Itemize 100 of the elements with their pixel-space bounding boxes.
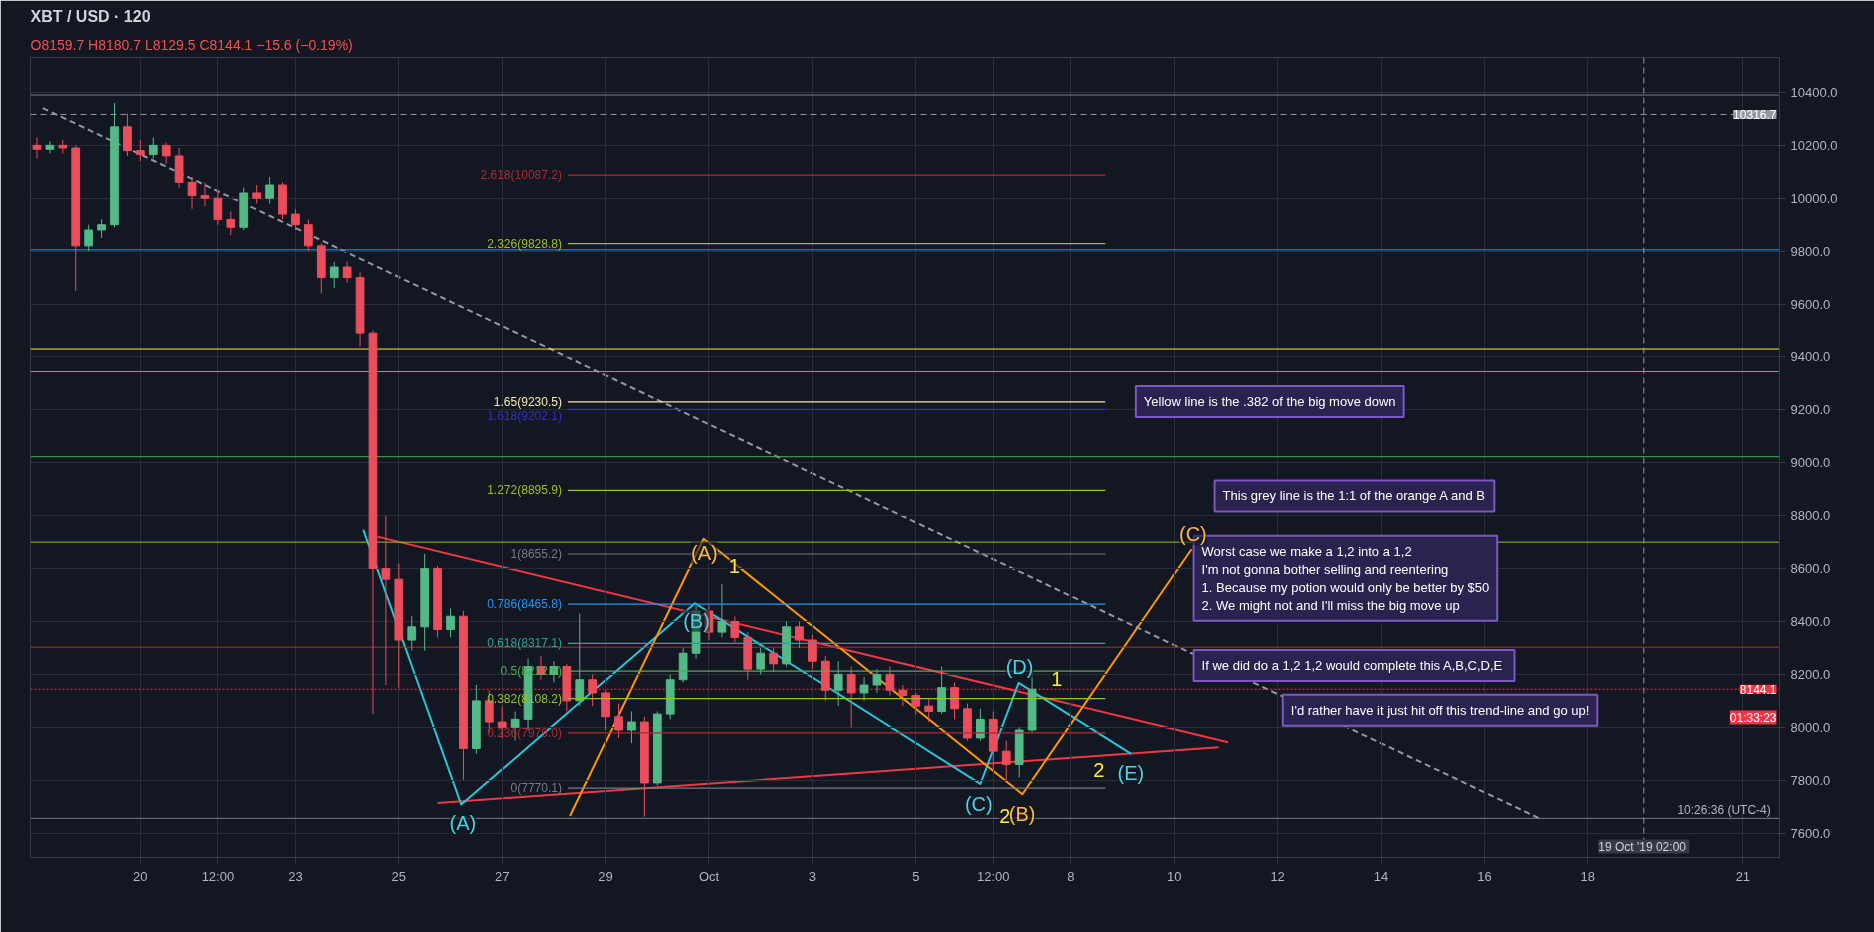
x-tick-label: 23 — [288, 868, 303, 884]
annotation: (C) — [964, 792, 993, 815]
candlestick — [769, 647, 778, 673]
candlestick — [808, 634, 817, 670]
annotation: 1 — [728, 554, 740, 577]
x-tick-label: Oct — [698, 868, 720, 884]
candlestick — [614, 703, 623, 739]
candlestick — [859, 676, 869, 702]
candlestick — [833, 660, 843, 707]
annotation: 01:33:23 — [1729, 710, 1777, 725]
candlestick — [756, 647, 766, 675]
candlestick — [730, 615, 740, 644]
candlestick — [226, 210, 236, 236]
y-tick-label: 9800.0 — [1790, 243, 1831, 259]
y-tick-label: 8400.0 — [1790, 614, 1831, 630]
chart-subtitle: O8159.7 H8180.7 L8129.5 C8144.1 −15.6 (−0.19%) — [30, 36, 353, 53]
candlestick — [588, 673, 598, 707]
candlestick — [252, 184, 262, 205]
series-label: 2.618(10087.2) — [480, 168, 562, 183]
candlestick — [924, 697, 934, 723]
candlestick — [148, 136, 158, 160]
x-tick-label: 18 — [1580, 868, 1596, 884]
x-tick-label: 27 — [494, 868, 510, 884]
annotation: 2 — [999, 804, 1011, 827]
y-tick-label: 9200.0 — [1790, 402, 1831, 418]
annotation: Yellow line is the .382 of the big move down — [1143, 394, 1396, 409]
x-tick-label: 21 — [1735, 868, 1751, 884]
ref-line-label: 19 Oct '19 02:00 — [1598, 839, 1687, 854]
chart-title: XBT / USD · 120 — [30, 7, 151, 25]
ref-line-label: 10316.7 — [1733, 107, 1777, 122]
y-tick-label: 10400.0 — [1790, 84, 1838, 100]
x-tick-label: 12:00 — [977, 868, 1010, 884]
candlestick — [627, 710, 636, 744]
series-label: 0.786(8465.8) — [487, 597, 562, 612]
y-tick-label: 10000.0 — [1790, 190, 1838, 206]
annotation: I'd rather have it just hit off this trend-line and go up! — [1290, 702, 1590, 718]
x-tick-label: 20 — [133, 868, 148, 884]
series-label: 1(8655.2) — [510, 547, 562, 562]
annotation: (A) — [449, 812, 477, 835]
x-tick-label: 16 — [1477, 868, 1492, 884]
ref-line-label: 8144.1 — [1739, 682, 1777, 697]
x-tick-label: 3 — [808, 868, 816, 884]
candlestick — [381, 515, 391, 686]
candlestick — [45, 140, 55, 154]
y-tick-label: 9400.0 — [1790, 349, 1831, 365]
series-label: 1.65(9230.5) — [493, 394, 562, 409]
candlestick — [976, 708, 985, 742]
x-tick-label: 29 — [598, 868, 613, 884]
annotation: 10:26:36 (UTC-4) — [1677, 802, 1771, 817]
x-tick-label: 14 — [1373, 868, 1389, 884]
annotation: This grey line is the 1:1 of the orange A and B — [1222, 488, 1485, 504]
candlestick — [32, 136, 42, 160]
candlestick — [84, 224, 94, 252]
candlestick — [200, 181, 210, 207]
series-label: 1.618(9202.1) — [487, 409, 562, 424]
candlestick — [872, 668, 882, 694]
x-tick-label: 8 — [1067, 868, 1075, 884]
candlestick — [601, 689, 610, 731]
candlestick — [575, 613, 585, 707]
candlestick — [846, 665, 856, 728]
y-tick-label: 9000.0 — [1790, 455, 1831, 471]
x-tick-label: 5 — [912, 868, 920, 884]
annotation: (D) — [1005, 656, 1034, 679]
candlestick — [937, 665, 946, 715]
x-tick-label: 12 — [1270, 868, 1285, 884]
candlestick — [161, 142, 171, 165]
series-label: 2.326(9828.8) — [487, 236, 562, 251]
candlestick — [342, 261, 352, 284]
series-label: 0.618(8317.1) — [487, 636, 562, 651]
candlestick — [291, 208, 300, 231]
candlestick — [950, 681, 959, 720]
annotation: (B) — [683, 609, 710, 632]
x-tick-label: 12:00 — [201, 868, 235, 884]
x-tick-label: 25 — [391, 868, 407, 884]
candlestick — [97, 218, 106, 239]
y-tick-label: 8600.0 — [1790, 561, 1831, 577]
candlestick — [303, 218, 313, 252]
candlestick — [329, 261, 339, 289]
y-tick-label: 7600.0 — [1790, 825, 1831, 841]
y-tick-label: 8000.0 — [1790, 719, 1831, 735]
y-tick-label: 8200.0 — [1790, 666, 1831, 682]
annotation: (B) — [1008, 802, 1036, 825]
candlestick — [898, 684, 908, 707]
series-label: 0(7770.1) — [510, 781, 562, 796]
candlestick — [187, 176, 197, 210]
candlestick — [717, 583, 727, 638]
candlestick — [123, 113, 132, 157]
candlestick — [213, 189, 223, 226]
candlestick — [265, 176, 274, 205]
y-tick-label: 9600.0 — [1790, 296, 1831, 312]
candlestick — [1001, 740, 1011, 781]
annotation: If we did do a 1,2 1,2 would complete this A,B,C,D,E — [1201, 658, 1503, 673]
y-tick-label: 7800.0 — [1790, 772, 1831, 788]
annotation: (A) — [691, 541, 718, 564]
annotation: 2 — [1093, 759, 1105, 782]
annotation: (E) — [1117, 761, 1145, 784]
annotation: 1 — [1051, 668, 1063, 691]
y-tick-label: 10200.0 — [1790, 137, 1838, 153]
y-tick-label: 8800.0 — [1790, 508, 1831, 524]
candlestick — [135, 139, 145, 162]
